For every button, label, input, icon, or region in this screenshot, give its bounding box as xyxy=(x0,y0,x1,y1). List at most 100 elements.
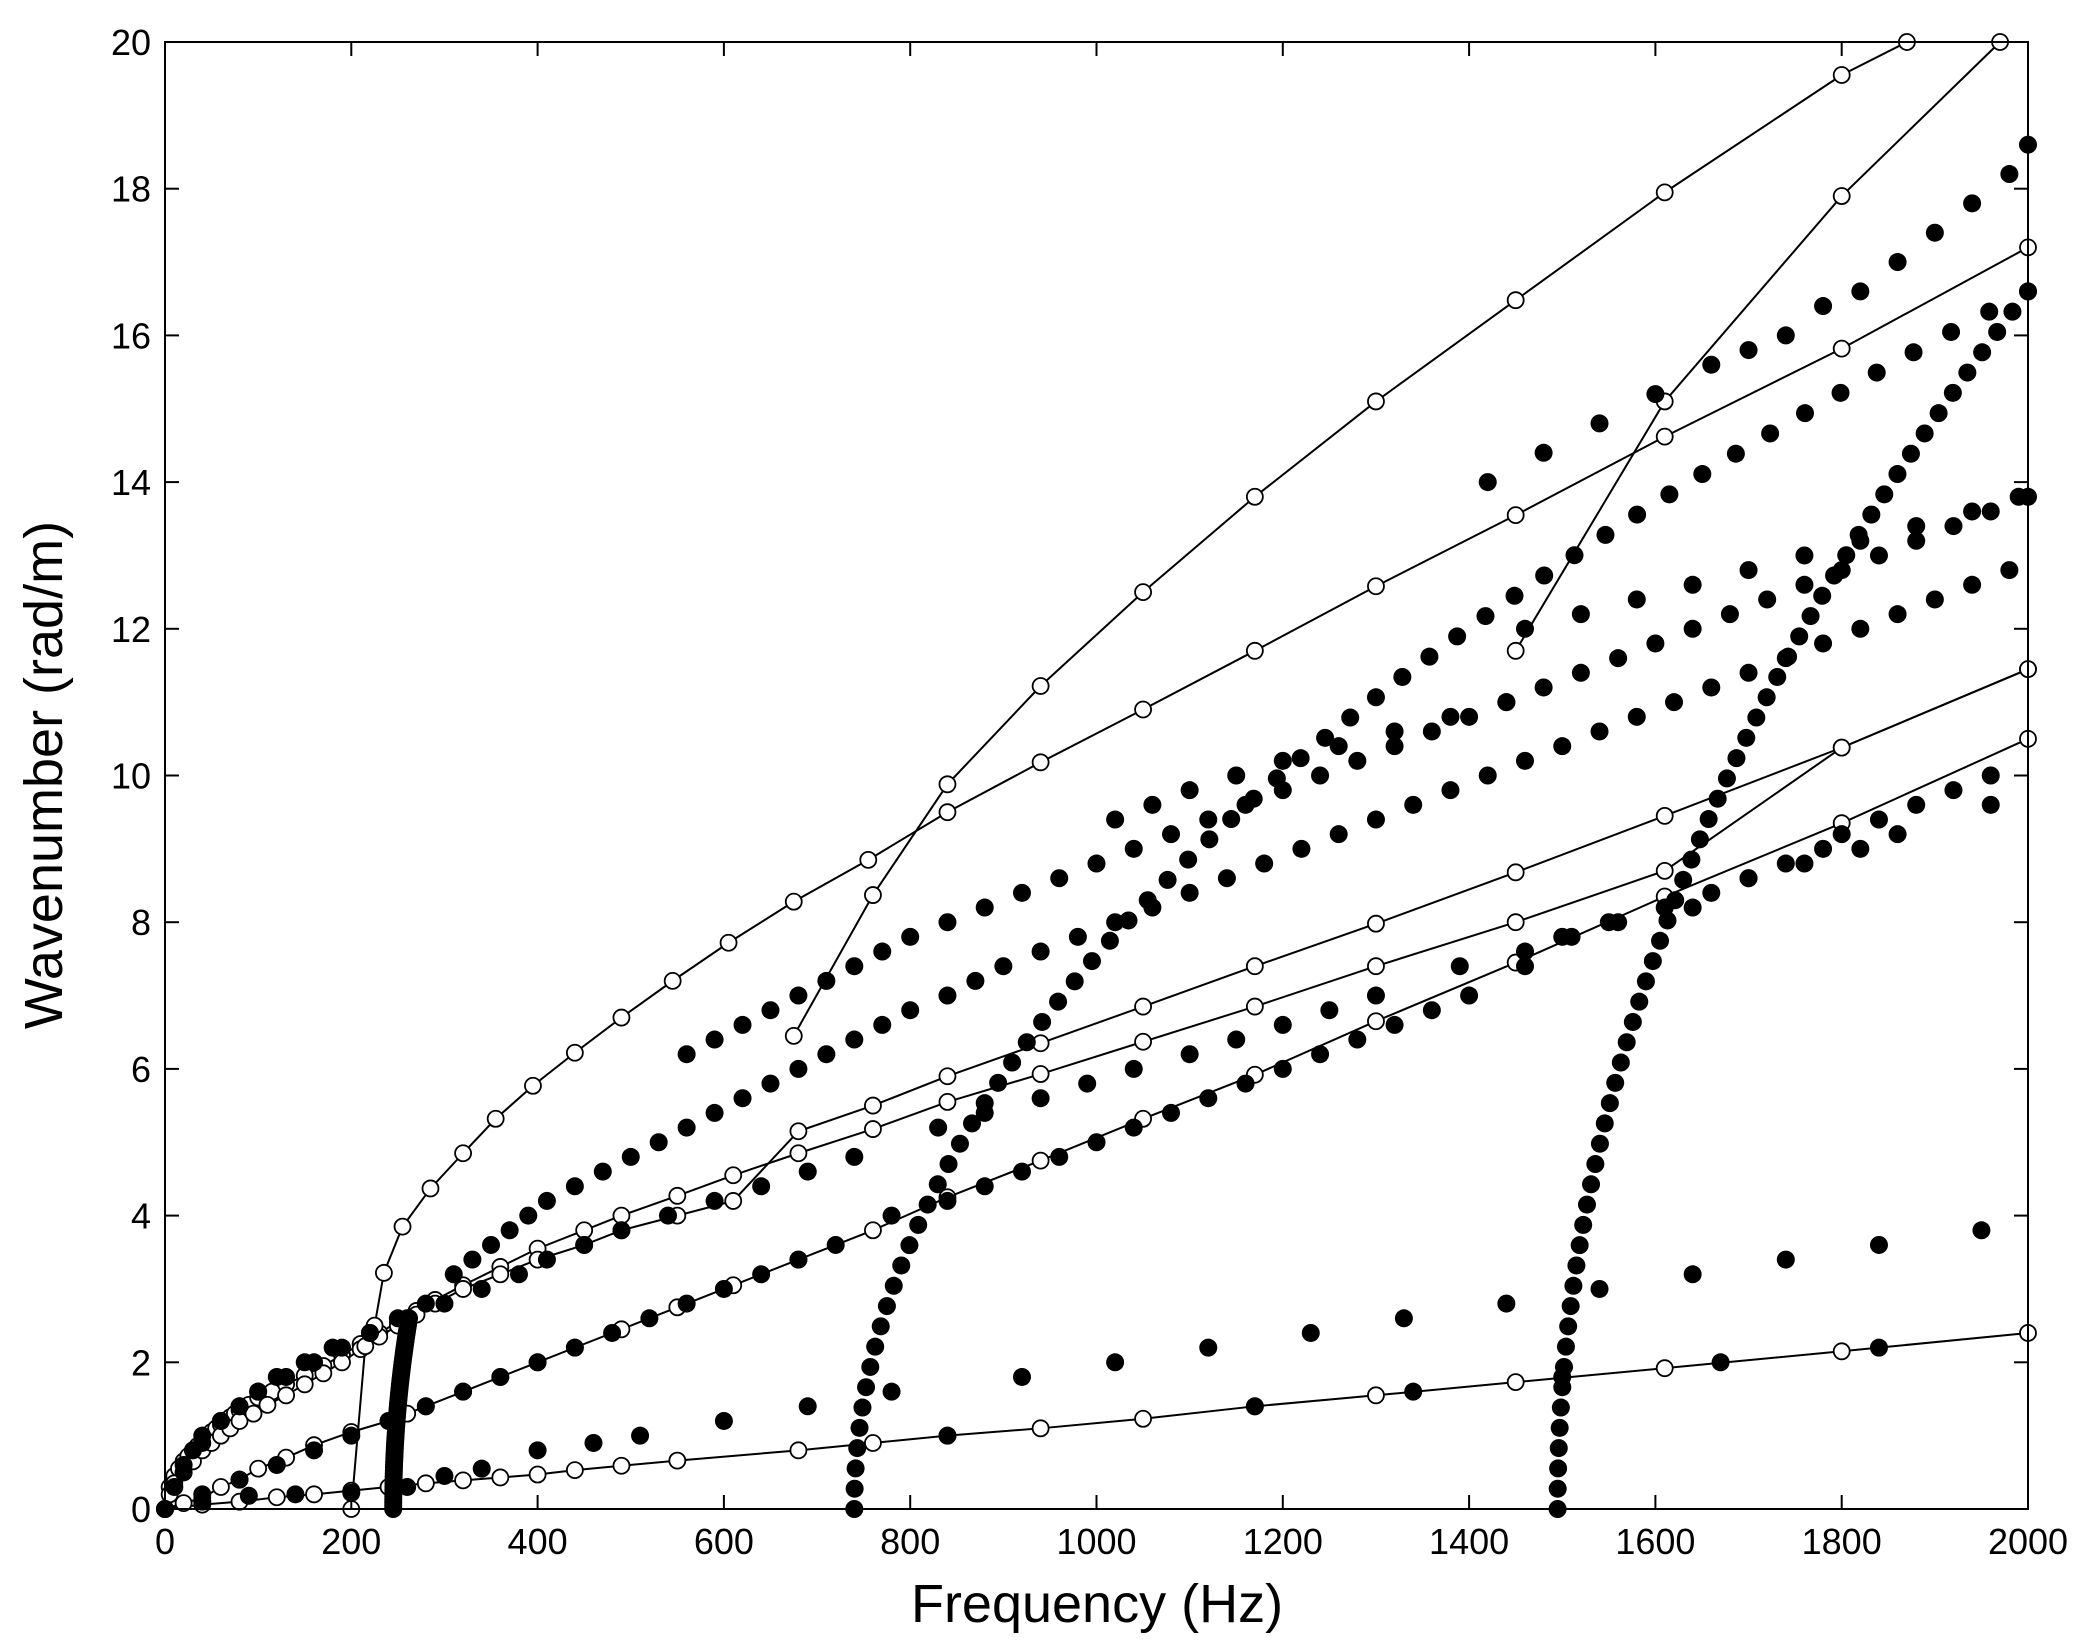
filled-point xyxy=(1292,839,1311,858)
cutoff-point xyxy=(1801,607,1820,626)
filled-point xyxy=(305,1353,324,1372)
filled-point xyxy=(612,1221,631,1240)
filled-point xyxy=(230,1397,249,1416)
filled-point xyxy=(1981,766,2000,785)
filled-point xyxy=(1217,869,1236,888)
open-point xyxy=(1655,427,1674,446)
filled-point xyxy=(929,1118,948,1137)
filled-point xyxy=(1702,883,1721,902)
filled-point xyxy=(1273,751,1292,770)
filled-point xyxy=(1366,810,1385,829)
open-point xyxy=(1134,1032,1152,1051)
filled-series-3 xyxy=(156,561,2019,1518)
cutoff-point xyxy=(1813,586,1832,605)
cutoff-point xyxy=(1795,404,1814,423)
cutoff-point xyxy=(1747,708,1766,727)
filled-point xyxy=(705,1030,724,1049)
open-point xyxy=(277,1386,295,1405)
cutoff-point xyxy=(1929,404,1948,423)
filled-point xyxy=(1963,575,1982,594)
filled-point xyxy=(873,942,892,961)
cutoff-point xyxy=(1606,1073,1625,1092)
filled-point xyxy=(1180,781,1199,800)
open-point xyxy=(491,1265,510,1284)
filled-point xyxy=(1162,1103,1181,1122)
cutoff-point xyxy=(1420,647,1439,666)
cutoff-point xyxy=(1549,1439,1568,1458)
open-point xyxy=(612,1008,631,1027)
filled-point xyxy=(305,1441,324,1460)
series-layer xyxy=(156,33,2037,1518)
open-point xyxy=(1031,1419,1050,1438)
series-line xyxy=(1514,41,2001,652)
open-point xyxy=(1031,677,1050,695)
filled-point xyxy=(472,1459,491,1478)
filled-point xyxy=(1227,1030,1246,1049)
cutoff-point xyxy=(1548,1479,1567,1498)
filled-point xyxy=(1245,1397,1264,1416)
open-point xyxy=(1367,957,1385,976)
cutoff-point xyxy=(1017,1033,1036,1052)
filled-point xyxy=(1497,693,1516,712)
open-point xyxy=(789,1122,808,1141)
cutoff-point xyxy=(1049,992,1068,1011)
x-tick-label: 1000 xyxy=(1056,1521,1136,1562)
filled-point xyxy=(1180,883,1199,902)
cutoff-point xyxy=(1617,1033,1636,1052)
open-point xyxy=(393,1217,412,1236)
cutoff-point xyxy=(1737,728,1756,747)
filled-point xyxy=(1385,722,1404,741)
filled-point xyxy=(938,986,957,1005)
open-point xyxy=(1506,291,1525,310)
filled-point xyxy=(1441,707,1460,726)
cutoff-point xyxy=(1574,1215,1593,1234)
cutoff-point xyxy=(1082,952,1101,971)
y-tick-label: 12 xyxy=(111,609,151,650)
cutoff-point xyxy=(1988,322,2007,341)
cutoff-point xyxy=(963,1114,982,1133)
cutoff-point xyxy=(1291,749,1310,768)
open-point xyxy=(565,1043,584,1062)
filled-point xyxy=(1571,663,1590,682)
open-point xyxy=(244,1404,263,1423)
open-point xyxy=(267,1488,286,1507)
filled-point xyxy=(1311,1045,1330,1064)
filled-point xyxy=(1106,1353,1125,1372)
filled-point xyxy=(1702,678,1721,697)
filled-point xyxy=(1776,1250,1795,1269)
filled-point xyxy=(1106,913,1125,932)
filled-point xyxy=(1515,957,1534,976)
cutoff-point xyxy=(871,1317,890,1336)
open-point xyxy=(1506,913,1525,932)
open-point xyxy=(864,1120,882,1138)
filled-point xyxy=(1888,253,1907,272)
filled-point xyxy=(2000,561,2019,580)
cutoff-point xyxy=(918,1195,937,1214)
open-point xyxy=(724,1166,743,1185)
open-point xyxy=(211,1478,230,1496)
filled-point xyxy=(211,1411,230,1430)
y-axis-label: Wavenumber (rad/m) xyxy=(14,521,74,1029)
open-point xyxy=(1245,957,1264,976)
open-point xyxy=(1506,863,1525,882)
open-point xyxy=(1245,487,1264,506)
open-point xyxy=(938,803,957,822)
filled-point xyxy=(1227,766,1246,785)
cutoff-point xyxy=(900,1236,919,1255)
filled-point xyxy=(565,1177,584,1196)
open-point xyxy=(486,1109,505,1128)
open-point xyxy=(668,1451,687,1470)
open-point xyxy=(1367,577,1385,596)
cutoff-point xyxy=(1100,931,1119,950)
filled-point xyxy=(1366,986,1385,1005)
cutoff-point xyxy=(1757,688,1776,707)
cutoff-point xyxy=(939,1155,958,1174)
filled-point xyxy=(1590,1279,1609,1298)
cutoff-point xyxy=(1033,1012,1052,1031)
filled-point xyxy=(1795,854,1814,873)
filled-point xyxy=(1814,634,1833,653)
open-point xyxy=(668,1186,687,1205)
filled-point xyxy=(752,1265,771,1284)
x-tick-label: 200 xyxy=(321,1521,381,1562)
filled-point xyxy=(1012,883,1031,902)
